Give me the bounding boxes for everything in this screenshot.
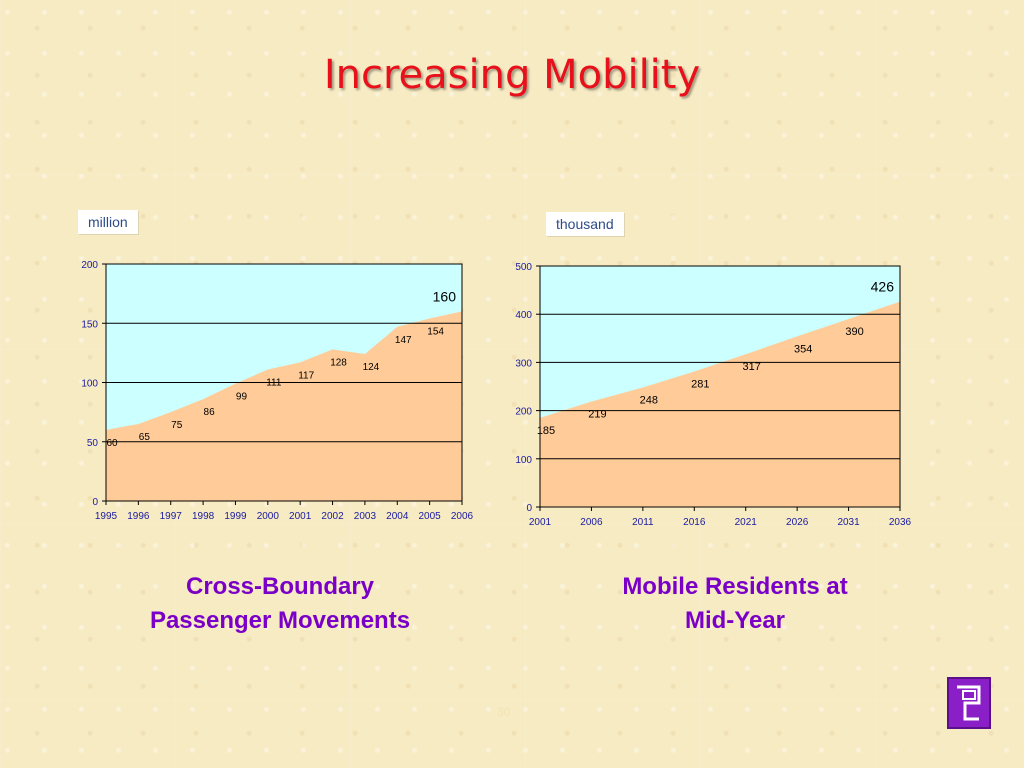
x-tick-label: 1996 — [127, 511, 150, 522]
y-tick-label: 150 — [81, 319, 98, 330]
x-tick-label: 1999 — [224, 511, 247, 522]
y-tick-label: 200 — [515, 407, 532, 418]
y-tick-label: 50 — [87, 438, 99, 449]
x-tick-label: 2036 — [889, 517, 912, 528]
passenger-movements-caption: Cross-Boundary Passenger Movements — [100, 570, 460, 638]
x-tick-label: 2026 — [786, 517, 809, 528]
data-label: 65 — [139, 432, 151, 443]
highlight-data-label: 160 — [433, 288, 457, 304]
logo-mark — [957, 685, 981, 721]
y-tick-label: 300 — [515, 358, 532, 369]
y-tick-label: 100 — [81, 379, 98, 390]
data-label: 128 — [330, 357, 347, 368]
y-tick-label: 0 — [526, 503, 532, 514]
x-tick-label: 2031 — [837, 517, 860, 528]
y-tick-label: 0 — [92, 497, 98, 508]
data-label: 354 — [794, 343, 812, 355]
y-tick-label: 100 — [515, 455, 532, 466]
mobile-residents-caption: Mobile Residents at Mid-Year — [560, 570, 910, 638]
slide-title: Increasing Mobility — [323, 52, 701, 98]
y-tick-label: 200 — [81, 260, 98, 271]
x-tick-label: 2002 — [321, 511, 344, 522]
data-label: 117 — [298, 370, 314, 381]
data-label: 124 — [363, 362, 380, 373]
purple-logo-icon — [947, 677, 991, 729]
y-tick-label: 500 — [515, 262, 532, 273]
highlight-data-label: 426 — [871, 279, 895, 295]
area-series — [106, 311, 462, 501]
x-tick-label: 2006 — [580, 517, 603, 528]
data-label: 60 — [106, 438, 118, 449]
caption-line: Mobile Residents at — [622, 573, 848, 600]
x-tick-label: 2001 — [529, 517, 552, 528]
data-label: 147 — [395, 335, 412, 346]
x-tick-label: 1995 — [95, 511, 118, 522]
x-tick-label: 2021 — [735, 517, 758, 528]
unit-label-thousand: thousand — [546, 212, 624, 236]
unit-label-million: million — [78, 210, 138, 234]
data-label: 99 — [236, 392, 248, 403]
caption-line: Mid-Year — [684, 607, 786, 634]
data-label: 111 — [266, 377, 282, 388]
x-tick-label: 1998 — [192, 511, 215, 522]
page-number: 30 — [497, 705, 511, 719]
x-tick-label: 2005 — [419, 511, 442, 522]
x-tick-label: 2016 — [683, 517, 706, 528]
data-label: 86 — [204, 407, 216, 418]
passenger-movements-chart: 0 50 100 150 200 1995 1996 1997 1998 1999 2000 2001… — [81, 260, 474, 522]
x-tick-label: 2004 — [386, 511, 409, 522]
data-label: 281 — [691, 379, 709, 391]
x-tick-label: 2006 — [451, 511, 474, 522]
area-series — [540, 301, 900, 507]
data-label: 185 — [537, 425, 555, 437]
caption-line: Cross-Boundary — [185, 573, 375, 600]
mobile-residents-chart: 0 100 200 300 400 500 2001 2006 2011 2016 2021 2026… — [515, 262, 912, 528]
x-tick-label: 2003 — [354, 511, 377, 522]
data-label: 390 — [845, 326, 863, 338]
data-label: 219 — [588, 408, 606, 420]
x-tick-label: 2001 — [289, 511, 312, 522]
x-tick-label: 2000 — [257, 511, 280, 522]
y-tick-label: 400 — [515, 310, 532, 321]
data-label: 248 — [640, 394, 658, 406]
x-tick-label: 2011 — [632, 517, 654, 528]
plot-frame — [105, 263, 463, 502]
caption-line: Passenger Movements — [149, 607, 411, 634]
data-label: 317 — [743, 361, 761, 373]
data-label: 154 — [427, 327, 444, 338]
data-label: 75 — [171, 420, 183, 431]
x-tick-label: 1997 — [160, 511, 183, 522]
plot-frame — [539, 265, 901, 508]
